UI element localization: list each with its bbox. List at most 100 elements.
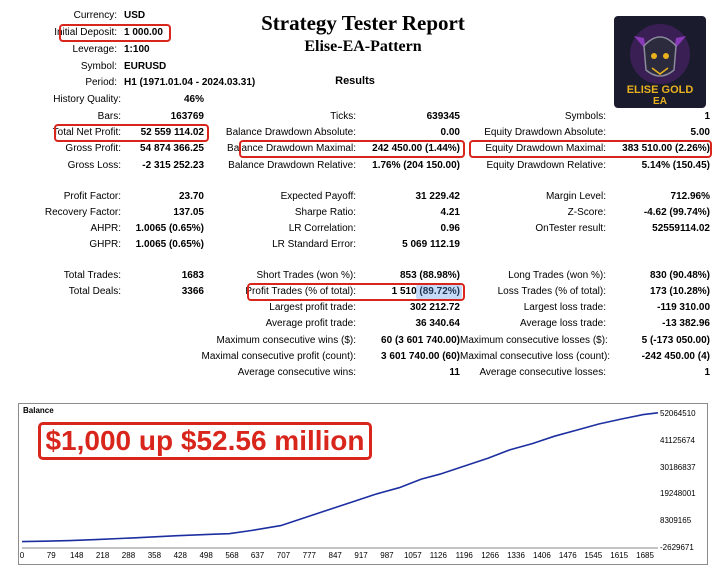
equity-dd-maximal-value: 383 510.00 (2.26%) <box>622 143 710 154</box>
logo-text-line2: EA <box>653 96 667 107</box>
ontester-result-value: 52559114.02 <box>652 223 710 234</box>
average-loss-trade-label: Average loss trade: <box>520 318 606 329</box>
y-tick-label: 41125674 <box>660 435 695 445</box>
margin-level-value: 712.96% <box>670 191 710 202</box>
recovery-factor-label: Recovery Factor: <box>44 207 121 218</box>
symbol-value: EURUSD <box>124 61 167 72</box>
report-title: Strategy Tester Report <box>261 11 465 35</box>
equity-dd-relative-value: 5.14% (150.45) <box>641 160 710 171</box>
expected-payoff-value: 31 229.42 <box>415 191 461 202</box>
equity-dd-relative-label: Equity Drawdown Relative: <box>486 160 607 171</box>
loss-trades-label: Loss Trades (% of total): <box>497 286 606 297</box>
largest-profit-trade-value: 302 212.72 <box>409 302 460 313</box>
leverage-value: 1:100 <box>124 44 150 55</box>
average-consecutive-losses-value: 1 <box>704 367 710 378</box>
x-tick-label: 1615 <box>610 551 629 560</box>
total-deals-label: Total Deals: <box>68 286 121 297</box>
total-trades-value: 1683 <box>181 270 204 281</box>
balance-dd-maximal-value: 242 450.00 (1.44%) <box>372 143 460 154</box>
average-consecutive-wins-value: 11 <box>449 367 460 378</box>
results-heading: Results <box>335 75 375 87</box>
x-tick-label: 637 <box>250 551 265 560</box>
max-consecutive-loss-label: Maximal consecutive loss (count): <box>460 351 611 362</box>
largest-profit-trade-label: Largest profit trade: <box>269 302 356 313</box>
x-tick-label: 79 <box>46 551 56 560</box>
report-subtitle: Elise-EA-Pattern <box>304 38 422 55</box>
max-consecutive-wins-label: Maximum consecutive wins ($): <box>216 335 356 346</box>
long-trades-value: 830 (90.48%) <box>649 270 710 281</box>
x-tick-label: 358 <box>147 551 162 560</box>
x-tick-label: 1476 <box>558 551 577 560</box>
y-tick-label: 30186837 <box>660 462 696 472</box>
x-tick-label: 1685 <box>636 551 654 560</box>
x-tick-label: 707 <box>276 551 291 560</box>
total-deals-value: 3366 <box>181 286 204 297</box>
x-tick-label: 218 <box>95 551 110 560</box>
chart-title: Balance <box>23 406 54 415</box>
short-trades-label: Short Trades (won %): <box>256 270 356 281</box>
balance-dd-highlight <box>239 140 465 158</box>
z-score-value: -4.62 (99.74%) <box>643 207 710 218</box>
ahpr-value: 1.0065 (0.65%) <box>135 223 204 234</box>
balance-chart <box>18 403 708 565</box>
symbol-label: Symbol: <box>80 61 117 72</box>
x-tick-label: 288 <box>121 551 136 560</box>
x-tick-label: 148 <box>70 551 84 560</box>
average-loss-trade-value: -13 382.96 <box>662 318 710 329</box>
gross-profit-label: Gross Profit: <box>65 143 121 154</box>
long-trades-label: Long Trades (won %): <box>508 270 606 281</box>
max-consecutive-wins-value: 60 (3 601 740.00) <box>381 335 460 346</box>
average-consecutive-losses-label: Average consecutive losses: <box>479 367 606 378</box>
max-consecutive-profit-value: 3 601 740.00 (60) <box>381 351 460 362</box>
total-trades-label: Total Trades: <box>63 270 121 281</box>
period-label: Period: <box>85 77 117 88</box>
profit-trades-selection <box>416 285 462 299</box>
sharpe-ratio-value: 4.21 <box>440 207 460 218</box>
net-profit-highlight <box>54 124 209 142</box>
ghpr-value: 1.0065 (0.65%) <box>135 239 204 250</box>
lr-correlation-value: 0.96 <box>440 223 460 234</box>
balance-dd-absolute-value: 0.00 <box>440 127 460 138</box>
initial-deposit-highlight <box>59 24 171 42</box>
balance-dd-absolute-label: Balance Drawdown Absolute: <box>225 127 356 138</box>
total-net-profit-label: Total Net Profit: <box>52 127 121 138</box>
x-tick-label: 1545 <box>584 551 603 560</box>
x-tick-label: 1057 <box>403 551 422 560</box>
x-tick-label: 917 <box>354 551 368 560</box>
x-tick-label: 847 <box>328 551 342 560</box>
z-score-label: Z-Score: <box>567 207 606 218</box>
average-consecutive-wins-label: Average consecutive wins: <box>237 367 356 378</box>
ahpr-label: AHPR: <box>90 223 121 234</box>
elise-gold-logo: ELISE GOLD EA <box>614 16 706 108</box>
balance-dd-maximal-label: Balance Drawdown Maximal: <box>227 143 356 154</box>
currency-label: Currency: <box>73 10 117 21</box>
bars-value: 163769 <box>170 111 204 122</box>
profit-trades-value: 1 510 (89.72%) <box>391 286 460 297</box>
y-tick-label: -2629671 <box>660 543 694 552</box>
profit-factor-value: 23.70 <box>178 191 204 202</box>
x-tick-label: 1406 <box>532 551 551 560</box>
period-value: H1 (1971.01.04 - 2024.03.31) <box>124 77 256 88</box>
largest-loss-trade-value: -119 310.00 <box>657 302 710 313</box>
logo-text-line1: ELISE GOLD <box>627 84 694 96</box>
x-tick-label: 1266 <box>481 551 500 560</box>
history-quality-value: 46% <box>183 94 204 105</box>
profit-factor-label: Profit Factor: <box>63 191 121 202</box>
profit-banner: $1,000 up $52.56 million <box>38 422 372 460</box>
gross-profit-value: 54 874 366.25 <box>140 143 204 154</box>
leverage-label: Leverage: <box>72 44 117 55</box>
y-tick-label: 19248001 <box>660 489 696 499</box>
equity-dd-highlight <box>469 140 712 158</box>
expected-payoff-label: Expected Payoff: <box>280 191 356 202</box>
equity-dd-absolute-label: Equity Drawdown Absolute: <box>484 127 606 138</box>
balance-series-line <box>21 412 659 543</box>
margin-level-label: Margin Level: <box>545 191 606 202</box>
history-quality-label: History Quality: <box>53 94 121 105</box>
profit-trades-label: Profit Trades (% of total): <box>245 286 356 297</box>
symbols-value: 1 <box>704 111 710 122</box>
largest-loss-trade-label: Largest loss trade: <box>523 302 606 313</box>
sharpe-ratio-label: Sharpe Ratio: <box>294 207 356 218</box>
x-tick-label: 1196 <box>455 551 473 560</box>
max-consecutive-losses-label: Maximum consecutive losses ($): <box>460 335 608 346</box>
